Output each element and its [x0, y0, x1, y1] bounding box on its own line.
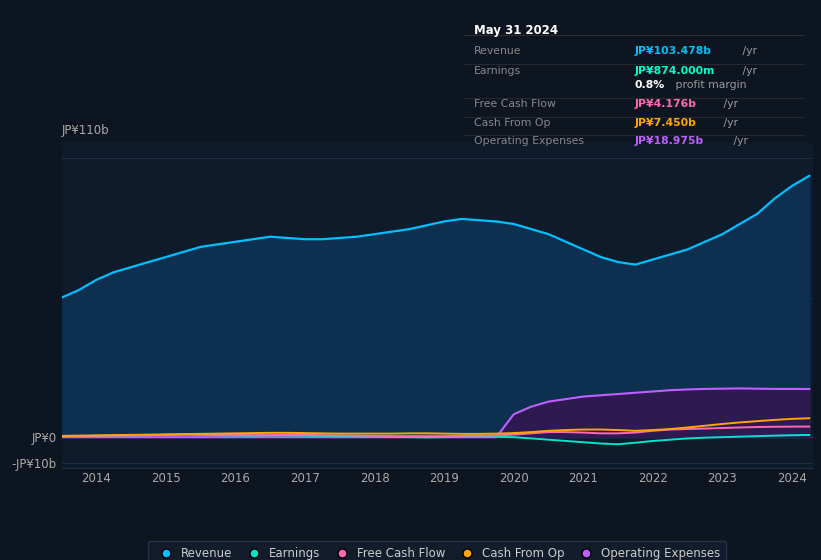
Text: /yr: /yr	[720, 118, 738, 128]
Text: JP¥18.975b: JP¥18.975b	[635, 136, 704, 146]
Text: /yr: /yr	[739, 66, 757, 76]
Text: Earnings: Earnings	[474, 66, 521, 76]
Legend: Revenue, Earnings, Free Cash Flow, Cash From Op, Operating Expenses: Revenue, Earnings, Free Cash Flow, Cash …	[148, 541, 727, 560]
Text: JP¥110b: JP¥110b	[62, 124, 109, 137]
Text: /yr: /yr	[730, 136, 748, 146]
Text: /yr: /yr	[739, 46, 757, 56]
Text: JP¥4.176b: JP¥4.176b	[635, 99, 696, 109]
Text: 0.8%: 0.8%	[635, 81, 664, 90]
Text: Cash From Op: Cash From Op	[474, 118, 551, 128]
Text: Free Cash Flow: Free Cash Flow	[474, 99, 556, 109]
Text: May 31 2024: May 31 2024	[474, 24, 558, 37]
Text: JP¥7.450b: JP¥7.450b	[635, 118, 696, 128]
Text: /yr: /yr	[720, 99, 738, 109]
Text: profit margin: profit margin	[672, 81, 747, 90]
Text: Operating Expenses: Operating Expenses	[474, 136, 584, 146]
Text: JP¥103.478b: JP¥103.478b	[635, 46, 711, 56]
Text: Revenue: Revenue	[474, 46, 521, 56]
Text: JP¥874.000m: JP¥874.000m	[635, 66, 714, 76]
